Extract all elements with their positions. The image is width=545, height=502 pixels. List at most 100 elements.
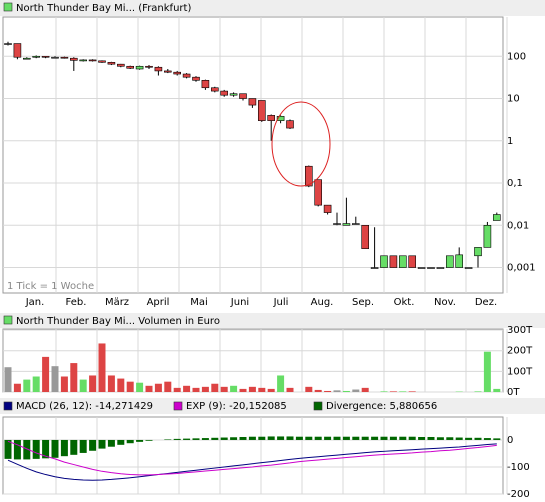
- divergence-bar: [342, 436, 350, 440]
- candle-body: [286, 120, 294, 129]
- candle-body: [398, 255, 407, 268]
- divergence-bar: [474, 437, 482, 440]
- candle-body: [13, 43, 22, 58]
- volume-bar: [483, 351, 491, 392]
- candle-body: [483, 225, 492, 248]
- divergence-bar: [493, 438, 501, 440]
- candle-body: [257, 100, 266, 121]
- volume-bar: [70, 363, 78, 392]
- divergence-bar: [389, 436, 397, 440]
- x-tick-label: März: [105, 297, 129, 308]
- x-tick-label: Dez.: [475, 297, 497, 308]
- divergence-bar: [446, 437, 454, 440]
- volume-bar: [183, 385, 191, 392]
- candle-body: [445, 255, 454, 268]
- candle-body: [154, 66, 163, 72]
- divergence-bar: [183, 438, 191, 440]
- volume-bar: [211, 383, 219, 392]
- indicator-line: [7, 440, 497, 476]
- y-tick-label: -100: [507, 462, 530, 473]
- volume-bar: [173, 387, 181, 392]
- candle-body: [70, 57, 78, 61]
- volume-bar: [230, 385, 238, 392]
- candle-body: [276, 115, 285, 121]
- divergence-bar: [13, 439, 21, 460]
- volume-bar: [42, 356, 50, 392]
- volume-bar: [13, 383, 21, 392]
- divergence-bar: [89, 439, 97, 451]
- volume-bar: [286, 387, 294, 392]
- x-tick-label: Juni: [230, 297, 249, 308]
- candle-body: [60, 56, 69, 59]
- volume-bar: [399, 391, 407, 392]
- candle-body: [211, 87, 219, 92]
- candle-body: [455, 254, 464, 268]
- candle-body: [427, 267, 435, 269]
- candle-body: [117, 63, 125, 67]
- candle-body: [164, 70, 172, 73]
- divergence-bar: [136, 439, 144, 442]
- candle-body: [380, 255, 388, 268]
- divergence-bar: [436, 437, 444, 440]
- divergence-bar: [79, 439, 87, 453]
- legend-label: MACD (26, 12): -14,271429: [16, 401, 153, 412]
- legend-swatch: [173, 401, 183, 411]
- volume-bar: [493, 388, 501, 392]
- plot-frame: [2, 416, 504, 495]
- x-tick-label: Jan.: [25, 297, 45, 308]
- divergence-bar: [145, 439, 153, 441]
- x-tick-label: Okt.: [394, 297, 415, 308]
- divergence-bar: [126, 439, 134, 444]
- plot-frame: [2, 16, 504, 294]
- candle-body: [314, 179, 323, 206]
- volume-bar: [117, 378, 125, 392]
- divergence-bar: [418, 436, 426, 440]
- volume-bar: [32, 376, 40, 392]
- candle-body: [98, 60, 106, 63]
- volume-bar: [352, 389, 360, 392]
- legend-swatch: [3, 315, 13, 325]
- y-tick-label: 0,01: [507, 220, 529, 231]
- candle-body: [333, 223, 341, 225]
- divergence-bar: [51, 439, 59, 458]
- volume-bar: [154, 383, 162, 392]
- volume-bar: [361, 387, 369, 392]
- candle-body: [220, 90, 228, 96]
- volume-bar: [342, 390, 350, 392]
- candle-body: [107, 62, 116, 65]
- divergence-bar: [98, 439, 106, 449]
- legend-swatch: [3, 2, 13, 12]
- divergence-bar: [277, 436, 285, 440]
- volume-bar: [305, 386, 313, 392]
- y-tick-label: 300T: [507, 325, 533, 336]
- candle-body: [51, 56, 59, 59]
- candle-body: [474, 247, 482, 257]
- highlight-circle: [271, 101, 331, 187]
- volume-bar: [474, 391, 482, 392]
- header-bar: [0, 313, 545, 328]
- divergence-bar: [230, 437, 238, 440]
- legend-swatch: [313, 401, 323, 411]
- divergence-bar: [239, 436, 247, 440]
- y-tick-label: 100: [507, 51, 526, 62]
- chart-title: North Thunder Bay Mi... (Frankfurt): [16, 3, 191, 14]
- divergence-bar: [248, 436, 256, 440]
- divergence-bar: [164, 439, 172, 440]
- volume-bar: [79, 379, 87, 392]
- y-tick-label: 100T: [507, 366, 533, 377]
- candle-body: [88, 59, 97, 62]
- volume-bar: [314, 389, 322, 392]
- volume-bar: [4, 367, 12, 392]
- candle-body: [192, 76, 200, 81]
- y-tick-label: 0,1: [507, 178, 523, 189]
- candle-body: [201, 80, 210, 89]
- divergence-bar: [305, 436, 313, 440]
- volume-bar: [324, 390, 332, 392]
- x-tick-label: Nov.: [434, 297, 456, 308]
- candle-body: [408, 255, 417, 268]
- candle-body: [248, 98, 257, 106]
- volume-bar: [192, 387, 200, 392]
- volume-bar: [89, 375, 97, 392]
- x-tick-label: Juli: [273, 297, 289, 308]
